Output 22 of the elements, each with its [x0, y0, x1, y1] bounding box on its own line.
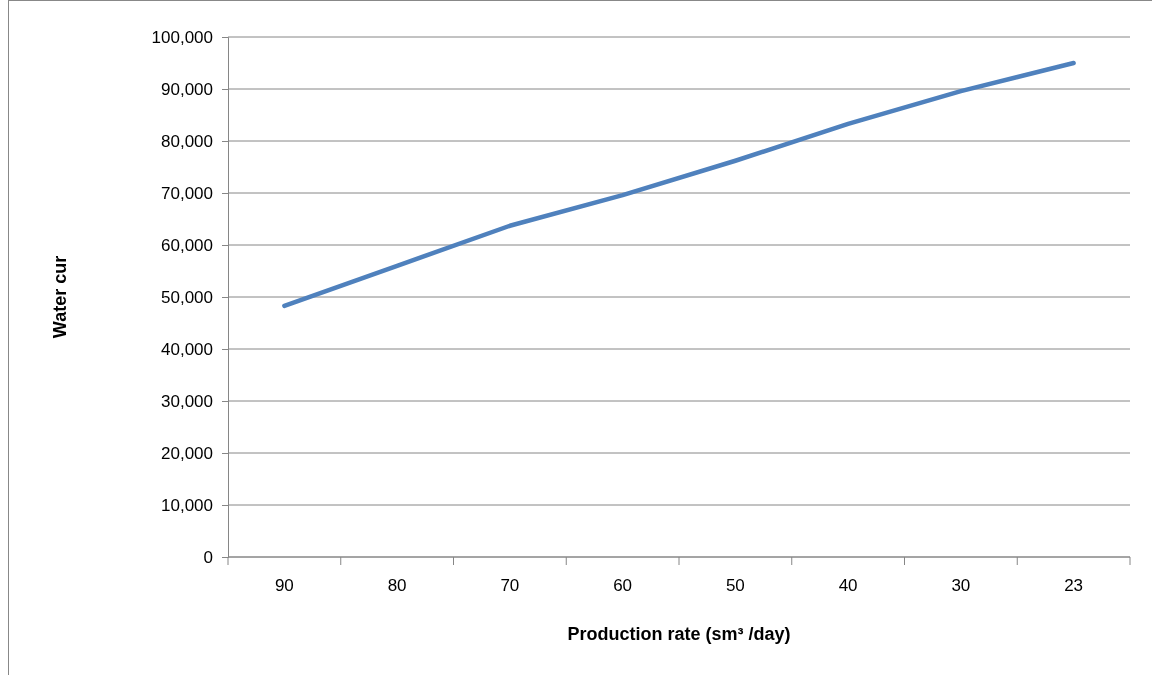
x-tick-label: 60 [613, 576, 633, 595]
x-tick-label: 90 [274, 576, 294, 595]
y-tick-label: 20,000 [161, 443, 213, 463]
x-tick-label: 70 [500, 576, 520, 595]
y-tick-label: 80,000 [161, 131, 213, 151]
y-tick-label: 70,000 [161, 183, 213, 203]
y-tick-label: 50,000 [161, 287, 213, 307]
x-tick-label: 40 [838, 576, 858, 595]
y-tick-label: 0 [203, 547, 213, 567]
x-tick-label: 50 [725, 576, 745, 595]
y-tick-label: 60,000 [161, 235, 213, 255]
x-tick-label: 80 [387, 576, 407, 595]
y-tick-label: 30,000 [161, 391, 213, 411]
x-tick-label: 30 [951, 576, 971, 595]
y-tick-label: 100,000 [151, 27, 213, 47]
x-tick-label: 23 [1064, 576, 1084, 595]
line-series [282, 60, 1076, 309]
y-tick-label: 90,000 [161, 79, 213, 99]
y-tick-label: 10,000 [161, 495, 213, 515]
x-axis-title: Production rate (sm³ /day) [567, 624, 791, 644]
y-axis-title: Water cur [50, 255, 70, 339]
y-tick-label: 40,000 [161, 339, 213, 359]
